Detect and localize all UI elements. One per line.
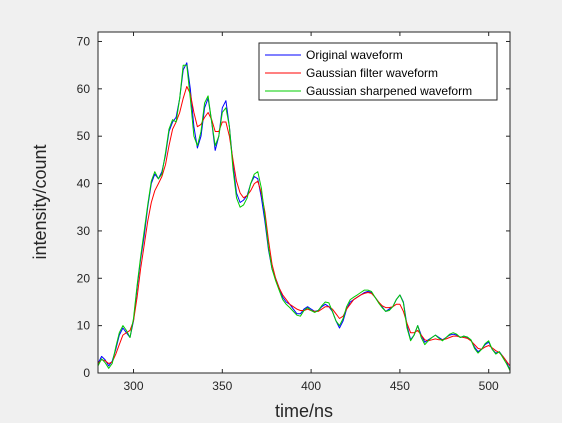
- x-tick-label: 450: [390, 379, 410, 393]
- x-tick-label: 350: [212, 379, 232, 393]
- x-tick-label: 400: [301, 379, 321, 393]
- y-tick-label: 10: [77, 319, 91, 333]
- legend-label-1: Original waveform: [306, 48, 403, 62]
- legend: Original waveform Gaussian filter wavefor…: [258, 42, 498, 101]
- y-tick-label: 60: [77, 82, 91, 96]
- y-axis-label: intensity/count: [30, 144, 50, 259]
- ticks-layer: 300 350 400 450 500 0 10 20 30 40 50 60 70: [77, 32, 510, 393]
- y-tick-label: 0: [83, 366, 90, 380]
- y-tick-label: 30: [77, 224, 91, 238]
- x-tick-label: 300: [124, 379, 144, 393]
- x-axis-label: time/ns: [275, 401, 333, 421]
- axes-box: [97, 31, 511, 374]
- y-tick-label: 20: [77, 271, 91, 285]
- x-tick-label: 500: [479, 379, 499, 393]
- series-line-3: [97, 64, 511, 371]
- y-tick-label: 50: [77, 129, 91, 143]
- y-tick-label: 70: [77, 34, 91, 48]
- legend-label-2: Gaussian filter waveform: [306, 66, 438, 80]
- legend-label-3: Gaussian sharpened waveform: [306, 84, 472, 98]
- y-tick-label: 40: [77, 177, 91, 191]
- series-layer: [97, 62, 511, 371]
